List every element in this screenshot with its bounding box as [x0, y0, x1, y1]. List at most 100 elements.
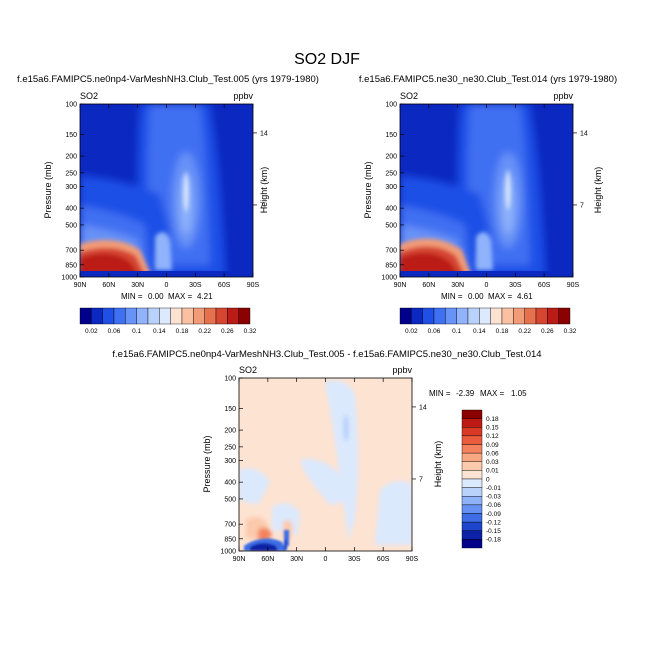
panel-b-colorbar-swatch [501, 307, 514, 325]
panel-a-units-label: ppbv [233, 91, 253, 101]
panel-b-colorbar-swatch [479, 307, 491, 325]
panel-a-colorbar-swatch [125, 307, 137, 325]
panel-a-colorbar-swatch [159, 307, 171, 325]
panel-c-colorbar-swatch [461, 444, 483, 454]
panel-a-colorbar-swatch [204, 307, 217, 325]
panel-c-max-value: 1.05 [511, 389, 527, 398]
panel-b-axes: 90N 60N 30N 0 30S 60S 90S 100 150 200 250 300 400 500… [381, 102, 587, 290]
panel-a-y-tick-label: 300 [65, 184, 77, 191]
panel-a-colorbar-swatch [147, 307, 160, 325]
panel-a-x-tick-label: 90N [74, 282, 87, 289]
panel-a-x-tick-label: 30S [189, 282, 202, 289]
panel-c-colorbar-swatch [461, 478, 483, 488]
panel-c-colorbar-swatch [461, 427, 483, 437]
panel-b-colorbar-swatch [558, 307, 571, 325]
panel-a-colorbar-swatch [170, 307, 183, 325]
panel-b-x-tick-label: 30S [509, 282, 522, 289]
panel-a-field [80, 104, 253, 277]
panel-b-x-tick-label: 90N [394, 282, 407, 289]
panel-c-variable-label: SO2 [239, 365, 257, 375]
panel-a-y2-axis-label: Height (km) [259, 167, 269, 214]
panel-c-colorbar-swatch [461, 461, 483, 471]
panel-c-x-tick-label: 90S [406, 556, 419, 563]
panel-c-colorbar-swatch [461, 418, 483, 428]
panel-a-max-value: 4.21 [197, 292, 213, 301]
panel-a-y2-tick-label: 7 [260, 202, 264, 209]
panel-b-y-tick-label: 200 [385, 154, 397, 161]
panel-c-colorbar-label: 0.12 [486, 433, 499, 440]
panel-a-colorbar-swatch [136, 307, 149, 325]
panel-b-colorbar-label: 0.26 [541, 328, 554, 335]
panel-a-colorbar-label: 0.18 [176, 328, 189, 335]
panel-a-y-axis-label: Pressure (mb) [43, 161, 53, 218]
panel-b-x-tick-label: 60N [422, 282, 435, 289]
panel-a-title: f.e15a6.FAMIPC5.ne0np4-VarMeshNH3.Club_T… [17, 74, 319, 85]
panel-a-colorbar-label: 0.1 [132, 328, 141, 335]
panel-a-y-tick-label: 150 [65, 132, 77, 139]
panel-c-x-tick-label: 30S [348, 556, 361, 563]
panel-b-colorbar-swatch [513, 307, 525, 325]
panel-a-x-tick-label: 90S [247, 282, 260, 289]
panel-a-colorbar-label: 0.26 [221, 328, 234, 335]
panel-c-colorbar-label: -0.09 [486, 511, 501, 518]
panel-c-title: f.e15a6.FAMIPC5.ne0np4-VarMeshNH3.Club_T… [112, 349, 541, 360]
panel-b-y-tick-label: 100 [385, 102, 397, 109]
panel-a-axes: 90N 60N 30N 0 30S 60S 90S 100 150 200 250 300 400 500… [61, 102, 267, 290]
panel-a-colorbar-swatch [91, 307, 103, 325]
panel-a-y-tick-label: 1000 [61, 275, 77, 282]
panel-c-colorbar-label: -0.12 [486, 519, 501, 526]
panel-c-colorbar-label: -0.18 [486, 537, 501, 544]
panel-a: f.e15a6.FAMIPC5.ne0np4-VarMeshNH3.Club_T… [17, 74, 319, 301]
panel-b-y2-tick-label: 14 [580, 130, 588, 137]
panel-a-y-tick-label: 850 [65, 262, 77, 269]
panel-c-units-label: ppbv [392, 365, 412, 375]
panel-b-y-tick-label: 300 [385, 184, 397, 191]
panel-c-field [239, 378, 412, 551]
panel-b: f.e15a6.FAMIPC5.ne30_ne30.Club_Test.014 … [359, 74, 617, 301]
panel-c-y-tick-label: 150 [224, 406, 236, 413]
panel-c-min-label: MIN = [429, 389, 451, 398]
panel-b-y2-axis-label: Height (km) [593, 167, 603, 214]
panel-c-colorbar-label: -0.15 [486, 528, 501, 535]
panel-b-colorbar-swatch [524, 307, 537, 325]
panel-a-colorbar-swatch [113, 307, 126, 325]
panel-a-x-tick-label: 30N [131, 282, 144, 289]
panel-c-colorbar-label: 0.15 [486, 425, 499, 432]
panel-b-x-tick-label: 30N [451, 282, 464, 289]
panel-c-y-tick-label: 850 [224, 536, 236, 543]
panel-c-max-label: MAX = [480, 389, 505, 398]
panel-c-colorbar-swatch [461, 487, 483, 497]
panel-b-min-label: MIN = [441, 292, 463, 301]
panel-c-colorbar-label: 0 [486, 476, 490, 483]
panel-c-colorbar-label: -0.06 [486, 502, 501, 509]
panel-b-colorbar-label: 0.1 [452, 328, 461, 335]
page-title: SO2 DJF [294, 51, 360, 68]
panel-b-colorbar-swatch [535, 307, 548, 325]
panel-c-min-value: -2.39 [456, 389, 475, 398]
panel-a-colorbar-swatch [238, 307, 251, 325]
panel-b-colorbar-label: 0.02 [405, 328, 418, 335]
panel-b-colorbar-label: 0.18 [496, 328, 509, 335]
panel-b-units-label: ppbv [553, 91, 573, 101]
panel-b-colorbar-label: 0.06 [428, 328, 441, 335]
panel-a-min-value: 0.00 [148, 292, 164, 301]
panel-c-colorbar-label: -0.01 [486, 485, 501, 492]
panel-c-y2-tick-label: 7 [419, 476, 423, 483]
panel-a-min-label: MIN = [121, 292, 143, 301]
panel-b-y-tick-label: 700 [385, 248, 397, 255]
panel-c-x-tick-label: 60S [377, 556, 390, 563]
panel-b-title: f.e15a6.FAMIPC5.ne30_ne30.Club_Test.014 … [359, 74, 617, 85]
panel-c-colorbar-swatch [461, 521, 483, 531]
panel-c-y-tick-label: 250 [224, 444, 236, 451]
panel-c: f.e15a6.FAMIPC5.ne0np4-VarMeshNH3.Club_T… [112, 349, 542, 552]
panel-a-colorbar-label: 0.32 [244, 328, 257, 335]
panel-a-colorbar-swatch [79, 307, 92, 325]
panel-c-y-tick-label: 300 [224, 458, 236, 465]
panel-a-x-tick-label: 0 [165, 282, 169, 289]
panel-b-y-tick-label: 500 [385, 222, 397, 229]
panel-b-colorbar-swatch [547, 307, 559, 325]
panel-a-x-tick-label: 60S [218, 282, 231, 289]
panel-c-colorbar-swatch [461, 409, 483, 419]
panel-c-y-tick-label: 700 [224, 522, 236, 529]
